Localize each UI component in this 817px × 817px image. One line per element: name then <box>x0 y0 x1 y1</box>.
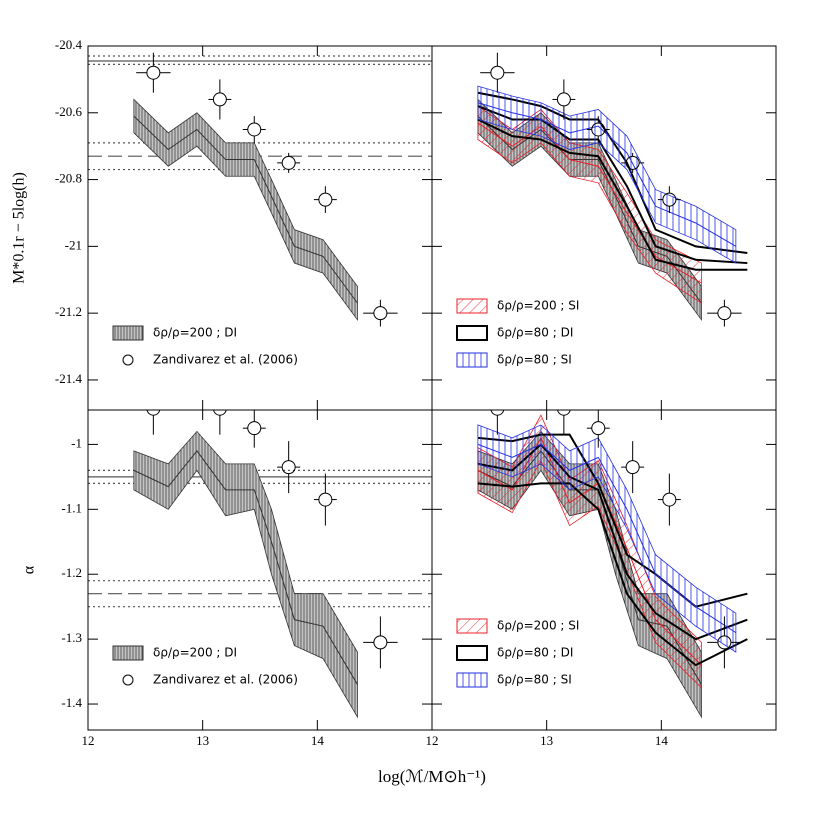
x-tick-label: 12 <box>426 733 439 748</box>
legend-label: δρ/ρ=80 ; DI <box>497 326 573 340</box>
y-tick-label: -1.3 <box>61 630 82 645</box>
x-tick-label: 14 <box>655 733 669 748</box>
data-point <box>212 410 227 416</box>
y-tick-label: -21 <box>65 237 82 252</box>
data-point <box>281 460 296 475</box>
panel <box>477 52 748 327</box>
data-point <box>717 306 732 321</box>
data-point <box>247 122 262 137</box>
band-center <box>133 115 358 304</box>
data-point <box>490 410 505 416</box>
legend-key <box>456 672 488 688</box>
y-tick-label: -1 <box>71 435 82 450</box>
y-tick-label: -1.4 <box>61 695 82 710</box>
x-axis-label: log(ℳ/M⊙h⁻¹) <box>378 767 486 786</box>
band-center <box>477 102 737 247</box>
data-point <box>373 306 388 321</box>
y-tick-label: -1.2 <box>61 565 82 580</box>
panel-frame <box>431 409 777 731</box>
legend-key <box>456 325 488 341</box>
band-center <box>477 443 737 634</box>
legend-key <box>112 645 144 661</box>
data-point <box>490 65 505 80</box>
band <box>477 424 737 653</box>
legend-label: δρ/ρ=200 ; SI <box>497 619 579 633</box>
legend-key <box>456 298 488 314</box>
legend-key <box>456 618 488 634</box>
data-point <box>318 192 333 207</box>
legend-key <box>112 325 144 341</box>
data-point <box>591 421 606 436</box>
y-axis-label: M*0.1r − 5log(h) <box>11 172 28 284</box>
legend-key <box>122 674 134 686</box>
band <box>133 430 358 719</box>
data-point <box>662 192 677 207</box>
legend-key <box>456 352 488 368</box>
panel <box>88 410 432 719</box>
data-point <box>146 65 161 80</box>
band-center <box>133 450 358 685</box>
line <box>477 482 748 667</box>
legend-key <box>122 354 134 366</box>
data-point <box>373 635 388 650</box>
y-tick-label: -1.1 <box>61 500 82 515</box>
data-point <box>247 421 262 436</box>
y-tick-label: -20.4 <box>55 37 83 52</box>
data-point <box>212 92 227 107</box>
line <box>477 118 748 271</box>
legend-label: δρ/ρ=80 ; DI <box>497 646 573 660</box>
x-tick-label: 13 <box>196 733 209 748</box>
x-tick-label: 13 <box>540 733 553 748</box>
y-tick-label: -20.6 <box>55 104 83 119</box>
data-point <box>281 155 296 170</box>
y-tick-label: -21.2 <box>55 304 82 319</box>
panel <box>88 52 432 327</box>
legend-label: δρ/ρ=200 ; SI <box>497 299 579 313</box>
legend-label: δρ/ρ=80 ; SI <box>497 353 572 367</box>
y-tick-label: -20.8 <box>55 171 82 186</box>
panel <box>477 410 748 719</box>
legend-label: δρ/ρ=80 ; SI <box>497 673 572 687</box>
legend-label: δρ/ρ=200 ; DI <box>153 326 237 340</box>
data-point <box>591 122 606 137</box>
x-tick-label: 12 <box>82 733 95 748</box>
data-point <box>556 410 571 416</box>
x-tick-label: 14 <box>311 733 325 748</box>
band <box>477 85 737 264</box>
legend-label: Zandivarez et al. (2006) <box>153 353 298 367</box>
data-point <box>662 492 677 507</box>
legend-label: Zandivarez et al. (2006) <box>153 673 298 687</box>
data-point <box>625 460 640 475</box>
legend-label: δρ/ρ=200 ; DI <box>153 646 237 660</box>
band <box>133 98 358 322</box>
data-point <box>717 635 732 650</box>
data-point <box>318 492 333 507</box>
data-point <box>625 155 640 170</box>
data-point <box>146 410 161 416</box>
legend-key <box>456 645 488 661</box>
y-axis-label: α <box>21 565 38 574</box>
y-tick-label: -21.4 <box>55 371 83 386</box>
data-point <box>556 92 571 107</box>
